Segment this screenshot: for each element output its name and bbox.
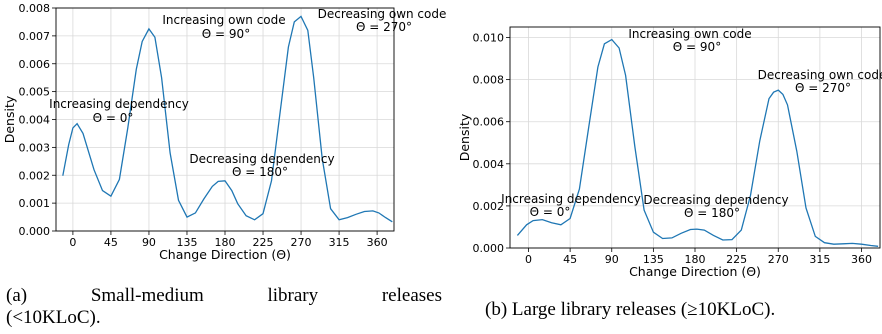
annotation-label: Increasing dependency bbox=[501, 192, 641, 206]
annotation-angle: Θ = 90° bbox=[673, 40, 721, 54]
x-tick-label: 225 bbox=[726, 253, 747, 266]
annotation-angle: Θ = 180° bbox=[232, 165, 288, 179]
annotation-angle: Θ = 180° bbox=[684, 206, 740, 220]
chart-a: 0 45 90 135 180 225 270 315 360 0.000 0.001 0.002 0.… bbox=[2, 2, 446, 262]
y-tick-label: 0.005 bbox=[19, 86, 51, 99]
x-tick-label: 0 bbox=[69, 236, 76, 249]
caption-a-line-1: (a) Small-medium library releases bbox=[6, 285, 442, 307]
density-curve bbox=[516, 38, 879, 247]
annotation-label: Increasing own code bbox=[628, 27, 751, 41]
x-tick-label: 315 bbox=[809, 253, 830, 266]
density-curve bbox=[62, 15, 393, 223]
y-tick-label: 0.010 bbox=[473, 32, 505, 45]
annotation-label: Decreasing own code bbox=[318, 7, 447, 21]
x-tick-label: 360 bbox=[367, 236, 388, 249]
y-tick-label: 0.004 bbox=[19, 114, 51, 127]
y-tick-label: 0.000 bbox=[473, 242, 505, 255]
y-tick-label: 0.008 bbox=[473, 74, 505, 87]
x-tick-label: 45 bbox=[104, 236, 118, 249]
x-tick-label: 270 bbox=[768, 253, 789, 266]
x-tick-label: 0 bbox=[525, 253, 532, 266]
caption-b: (b) Large library releases (≥10KLoC). bbox=[485, 299, 776, 320]
x-tick-label: 225 bbox=[253, 236, 274, 249]
caption-a: (a) Small-medium library releases (<10KL… bbox=[6, 285, 442, 329]
y-axis-label: Density bbox=[457, 113, 472, 161]
y-axis-label: Density bbox=[2, 95, 17, 143]
annotation-label: Increasing own code bbox=[162, 13, 285, 27]
x-tick-label: 180 bbox=[685, 253, 706, 266]
x-tick-label: 315 bbox=[329, 236, 350, 249]
caption-a-word: Small-medium bbox=[90, 285, 204, 306]
x-tick-label: 135 bbox=[643, 253, 664, 266]
x-tick-label: 45 bbox=[563, 253, 577, 266]
y-tick-label: 0.006 bbox=[473, 116, 505, 129]
annotation-angle: Θ = 0° bbox=[93, 111, 134, 125]
caption-a-word: (a) bbox=[6, 285, 28, 306]
caption-a-word: library bbox=[267, 285, 319, 306]
x-tick-label: 90 bbox=[605, 253, 619, 266]
annotation-angle: Θ = 270° bbox=[795, 81, 851, 95]
x-tick-label: 135 bbox=[176, 236, 197, 249]
y-tick-label: 0.008 bbox=[19, 2, 51, 15]
y-tick-label: 0.006 bbox=[19, 58, 51, 71]
x-tick-label: 180 bbox=[215, 236, 236, 249]
caption-a-line-2: (<10KLoC). bbox=[6, 307, 101, 328]
y-tick-label: 0.004 bbox=[473, 158, 505, 171]
annotation-label: Decreasing dependency bbox=[643, 193, 788, 207]
y-tick-label: 0.001 bbox=[19, 197, 51, 210]
annotation-angle: Θ = 270° bbox=[356, 20, 412, 34]
y-tick-label: 0.003 bbox=[19, 141, 51, 154]
y-tick-label: 0.002 bbox=[19, 169, 51, 182]
caption-a-word: releases bbox=[381, 285, 442, 306]
y-tick-label: 0.000 bbox=[19, 225, 51, 238]
annotation-label: Decreasing own code bbox=[758, 68, 882, 82]
chart-b: 0 45 90 135 180 225 270 315 360 0.000 0.002 0.004 0.… bbox=[457, 26, 882, 279]
plot-frame bbox=[55, 7, 395, 232]
annotation-angle: Θ = 0° bbox=[530, 205, 571, 219]
x-axis-label: Change Direction (Θ) bbox=[159, 247, 291, 262]
annotation-angle: Θ = 90° bbox=[202, 27, 250, 41]
y-tick-label: 0.007 bbox=[19, 30, 51, 43]
y-tick-label: 0.002 bbox=[473, 200, 505, 213]
x-tick-label: 270 bbox=[291, 236, 312, 249]
x-tick-label: 90 bbox=[142, 236, 156, 249]
annotation-label: Decreasing dependency bbox=[189, 152, 334, 166]
annotation-label: Increasing dependency bbox=[49, 97, 189, 111]
plot-frame bbox=[509, 26, 881, 249]
x-axis-label: Change Direction (Θ) bbox=[629, 264, 761, 279]
x-tick-label: 360 bbox=[851, 253, 872, 266]
